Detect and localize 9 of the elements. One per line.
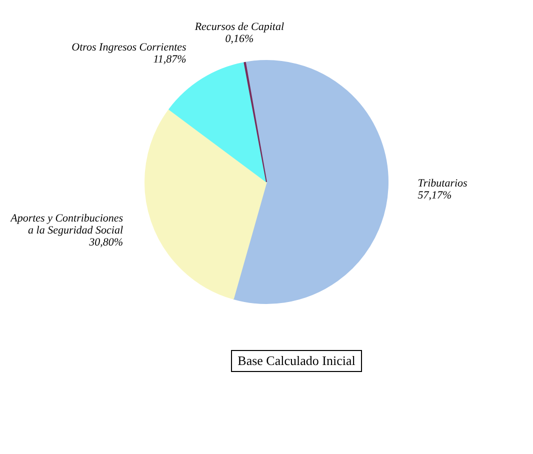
data-label: 30,80% [88, 236, 124, 249]
slice-label: Tributarios [418, 178, 468, 190]
data-label: 11,87% [153, 53, 186, 66]
slice-label: Aportes y Contribuciones a la Seguridad Social [10, 212, 124, 237]
slice-label: Recursos de Capital [194, 20, 284, 33]
text: Base Calculado Inicial [230, 350, 362, 372]
slice-label: Otros Ingresos Corrientes [72, 41, 186, 54]
data-label: 0,16% [225, 32, 254, 45]
data-label: 57,17% [418, 190, 452, 202]
